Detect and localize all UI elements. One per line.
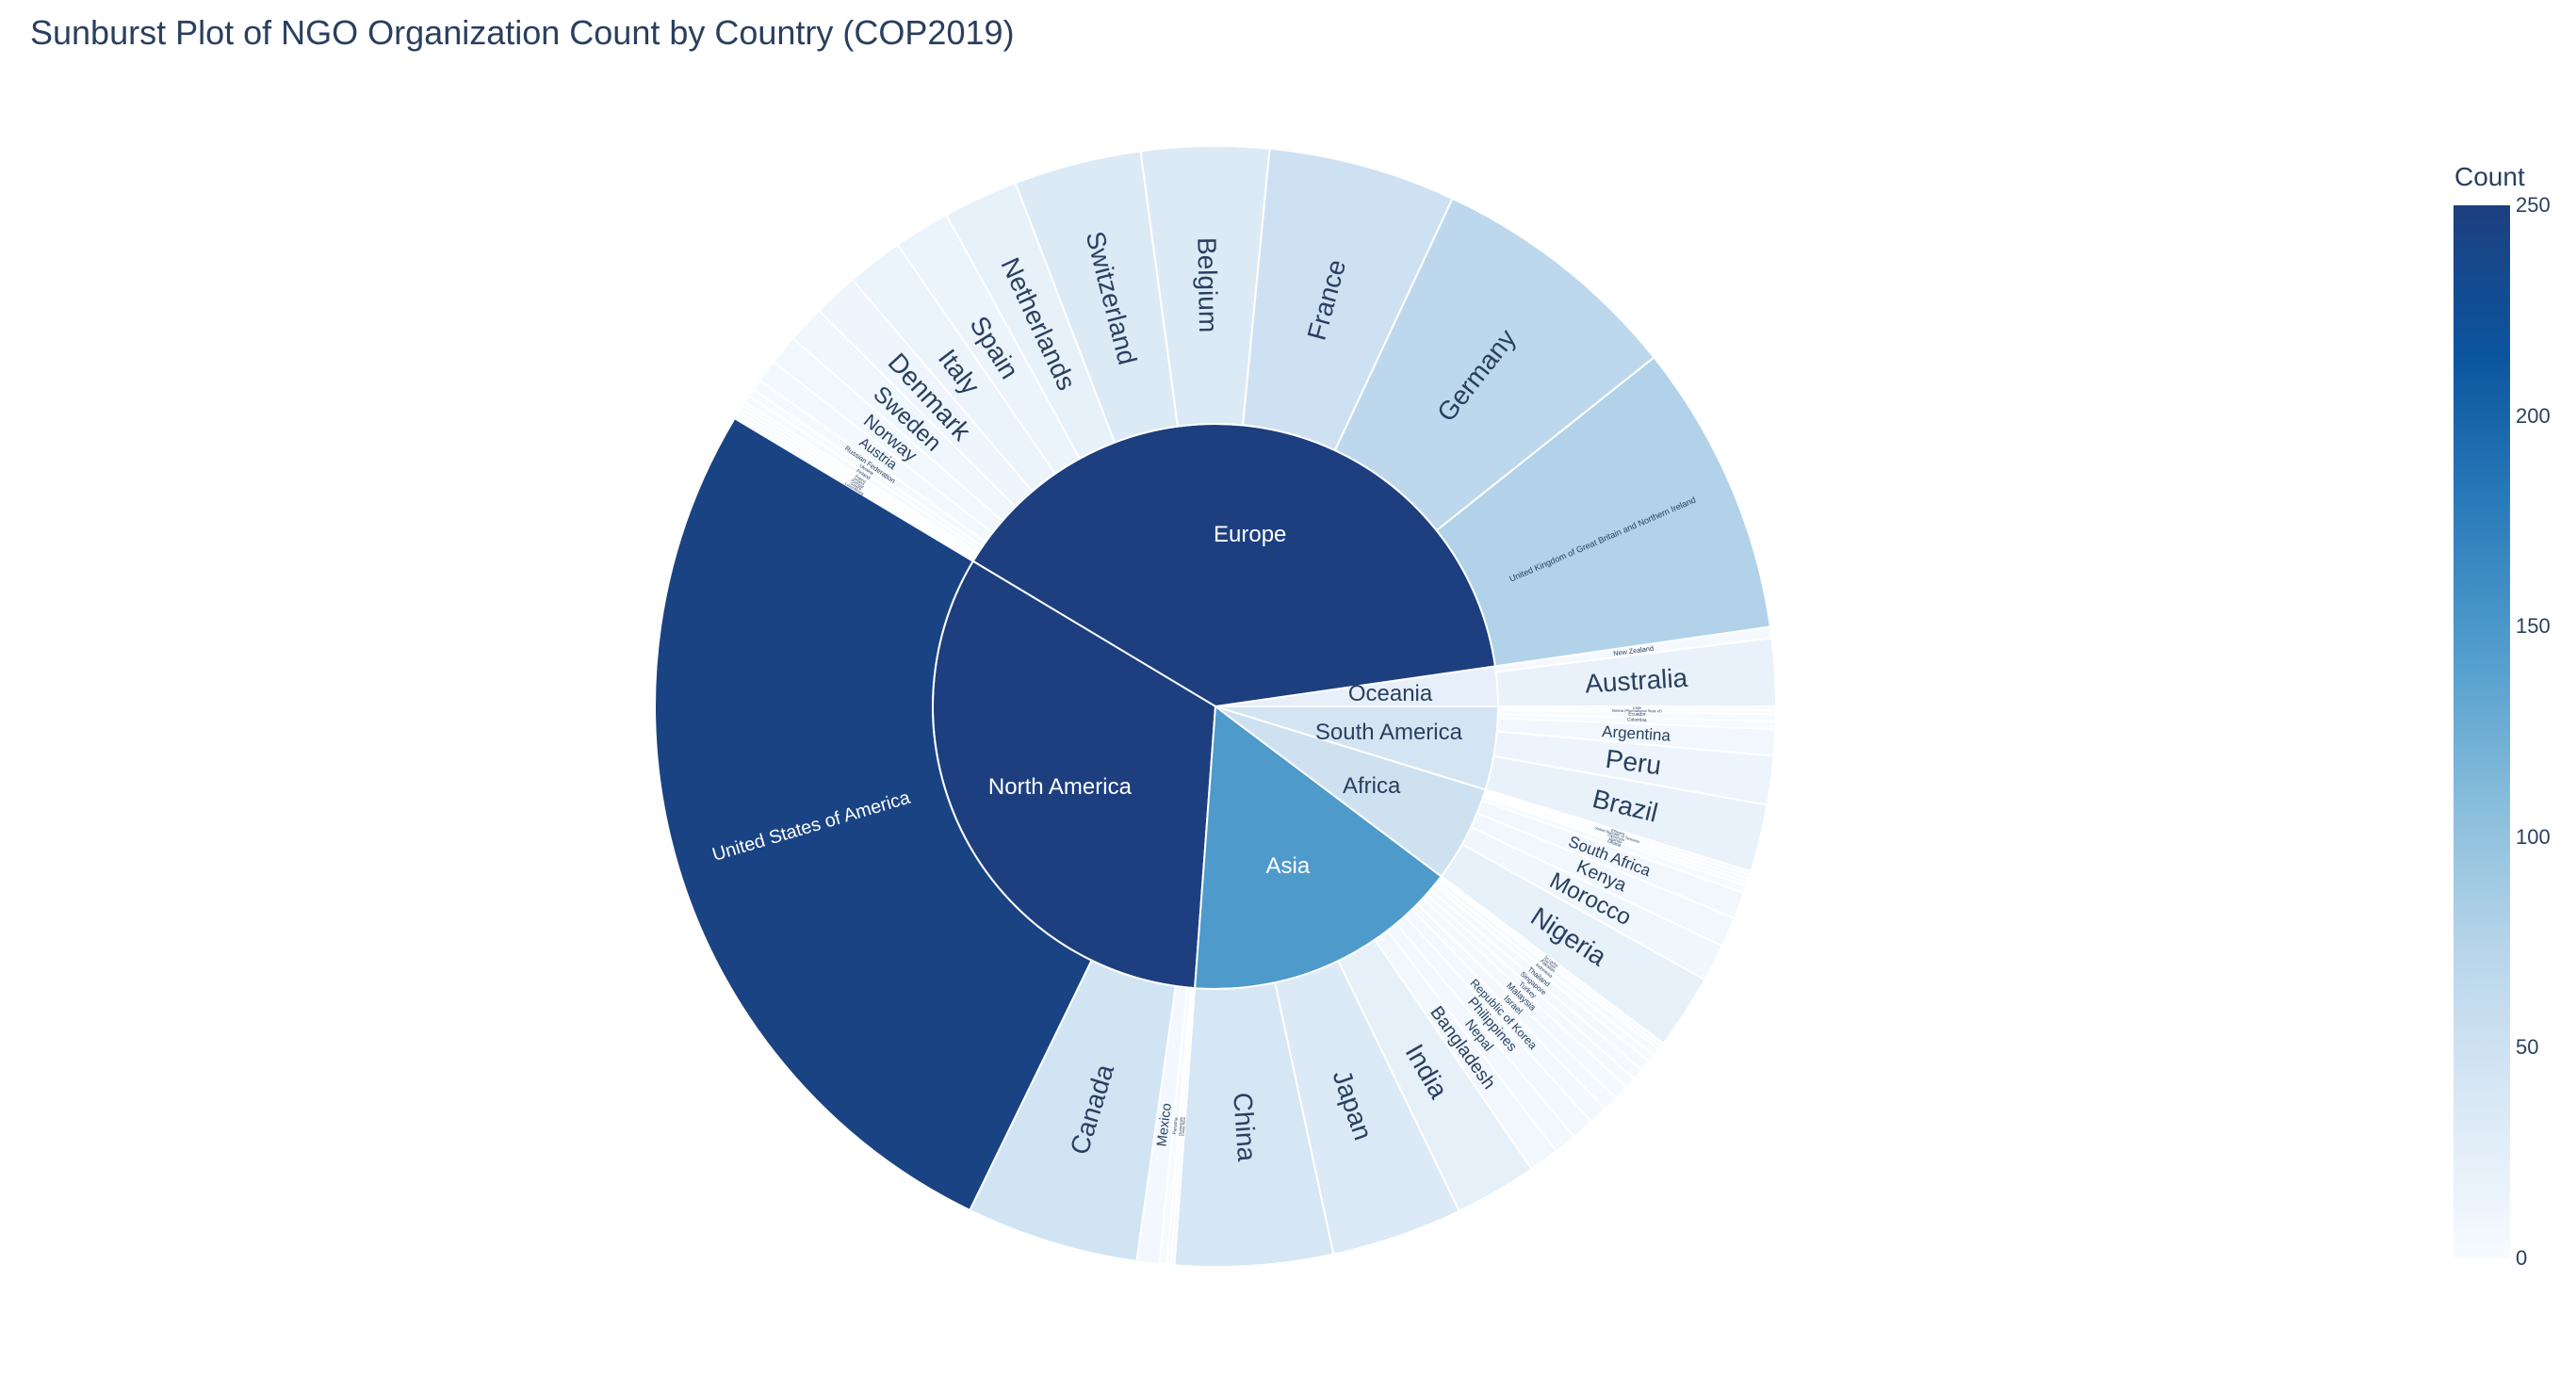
country-label-ethiopia: Ethiopia: [1611, 828, 1626, 836]
country-label-colombia: Colombia: [1627, 717, 1647, 723]
region-label-oceania: Oceania: [1348, 681, 1433, 706]
chart-title: Sunburst Plot of NGO Organization Count …: [30, 13, 1015, 52]
country-label-poland: Poland: [855, 474, 867, 484]
region-label-south-america: South America: [1315, 720, 1463, 745]
colorbar: [2454, 205, 2510, 1258]
colorbar-tick-label: 200: [2516, 403, 2551, 428]
colorbar-tick-label: 50: [2516, 1035, 2539, 1060]
country-label-guatemala: Guatemala: [1178, 1116, 1184, 1136]
country-label-panama: Panama: [1172, 1117, 1180, 1135]
region-label-north-america: North America: [988, 774, 1133, 800]
country-segment-united-states-of-america[interactable]: [654, 416, 1093, 1212]
country-label-chile: Chile: [1633, 705, 1642, 710]
colorbar-tick-label: 250: [2516, 193, 2551, 217]
country-label-cameroon: Cameroon: [1607, 833, 1625, 843]
country-segment-chile[interactable]: [1496, 705, 1778, 712]
country-label-argentina: Argentina: [1602, 722, 1671, 745]
region-label-asia: Asia: [1266, 853, 1311, 879]
colorbar-title: Count: [2454, 162, 2525, 191]
region-label-africa: Africa: [1343, 773, 1401, 799]
country-label-peru: Peru: [1604, 744, 1663, 781]
country-label-belgium: Belgium: [1192, 237, 1223, 333]
country-label-ecuador: Ecuador: [1628, 711, 1646, 717]
colorbar-tick-label: 150: [2516, 614, 2551, 639]
country-label-costa-rica: Costa Rica: [1181, 1116, 1187, 1136]
country-label-uganda: Uganda: [1608, 835, 1623, 844]
country-label-australia: Australia: [1584, 663, 1688, 699]
country-label-greece: Greece: [850, 480, 863, 492]
sunburst-segments: [654, 145, 1778, 1268]
region-label-europe: Europe: [1214, 522, 1286, 547]
colorbar-tick-label: 100: [2516, 824, 2551, 849]
country-label-ireland: Ireland: [853, 476, 865, 486]
country-label-china: China: [1228, 1092, 1262, 1163]
country-label-bolivia-plurinational-state-of: Bolivia (Plurinational State of): [1612, 708, 1662, 714]
country-label-mexico: Mexico: [1154, 1102, 1174, 1147]
country-label-ghana: Ghana: [1606, 839, 1622, 850]
colorbar-tick-label: 0: [2516, 1246, 2528, 1270]
